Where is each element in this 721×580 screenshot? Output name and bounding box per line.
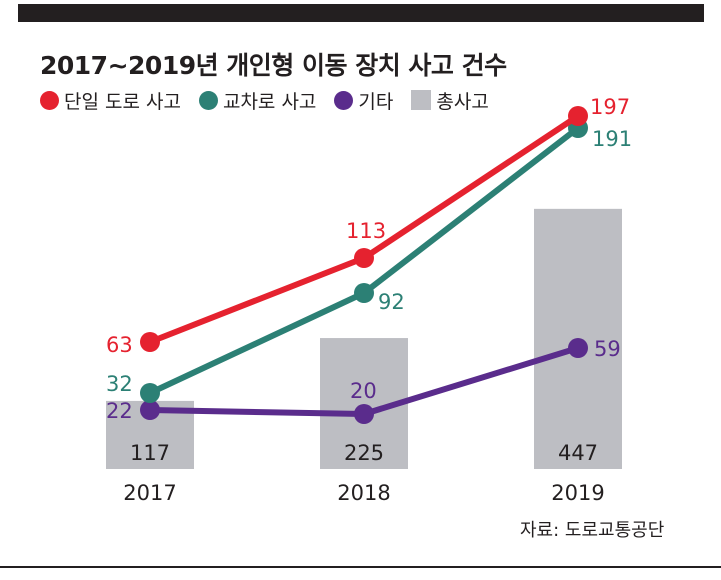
legend-label-single-road: 단일 도로 사고 xyxy=(64,90,181,113)
bottom-rule xyxy=(0,566,721,568)
point-single-road-2017 xyxy=(140,332,160,352)
source-note: 자료: 도로교통공단 xyxy=(520,520,665,541)
bar-label-total-2019: 447 xyxy=(558,441,598,465)
legend-marker-other xyxy=(334,90,354,110)
data-label-single-road-2017: 63 xyxy=(106,333,133,357)
data-label-single-road-2019: 197 xyxy=(590,95,630,119)
data-label-intersection-2018: 92 xyxy=(378,290,405,314)
point-other-2019 xyxy=(568,338,588,358)
chart-title: 2017~2019년 개인형 이동 장치 사고 건수 xyxy=(40,51,507,80)
point-other-2018 xyxy=(354,404,374,424)
legend-marker-intersection xyxy=(198,90,218,110)
legend: 단일 도로 사고 교차로 사고 기타 총사고 xyxy=(40,87,507,113)
x-tick-label-2018: 2018 xyxy=(337,481,390,505)
top-bar xyxy=(18,4,704,22)
legend-item-intersection: 교차로 사고 xyxy=(198,87,317,114)
data-label-intersection-2017: 32 xyxy=(106,372,133,396)
legend-item-total: 총사고 xyxy=(411,87,489,114)
data-label-other-2017: 22 xyxy=(106,399,133,423)
point-single-road-2019 xyxy=(568,106,588,126)
data-label-intersection-2019: 191 xyxy=(592,127,632,151)
bar-label-total-2018: 225 xyxy=(344,441,384,465)
x-tick-label-2019: 2019 xyxy=(551,481,604,505)
legend-label-total: 총사고 xyxy=(436,90,489,113)
legend-label-other: 기타 xyxy=(358,90,394,113)
x-tick-label-2017: 2017 xyxy=(123,481,176,505)
data-label-other-2018: 20 xyxy=(350,379,377,403)
point-other-2017 xyxy=(140,400,160,420)
legend-item-other: 기타 xyxy=(334,87,393,114)
legend-marker-total xyxy=(411,90,432,110)
data-label-single-road-2018: 113 xyxy=(346,219,386,243)
data-label-other-2019: 59 xyxy=(594,337,621,361)
point-intersection-2017 xyxy=(140,383,160,403)
point-single-road-2018 xyxy=(354,248,374,268)
legend-item-single-road: 단일 도로 사고 xyxy=(40,87,181,114)
point-intersection-2018 xyxy=(354,283,374,303)
legend-marker-single-road xyxy=(40,90,59,110)
legend-label-intersection: 교차로 사고 xyxy=(222,90,317,113)
bar-label-total-2017: 117 xyxy=(130,441,170,465)
